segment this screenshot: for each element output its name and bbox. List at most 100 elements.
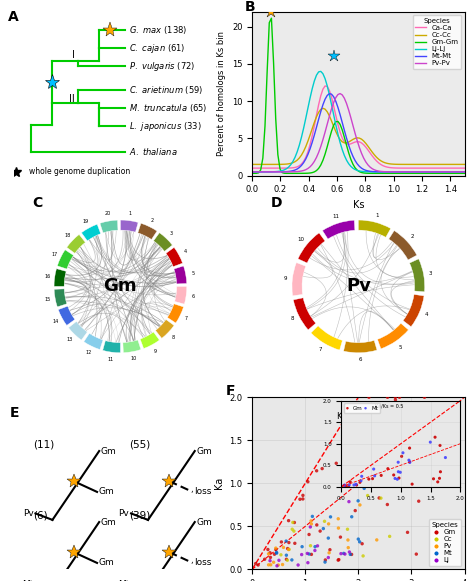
Gm xyxy=(291,539,299,548)
Text: 13: 13 xyxy=(66,337,73,342)
X-axis label: Ks: Ks xyxy=(353,200,364,210)
Wedge shape xyxy=(174,286,187,304)
Gm xyxy=(264,545,272,554)
Lj xyxy=(314,541,321,551)
Text: 18: 18 xyxy=(64,233,71,238)
Gm xyxy=(285,516,292,525)
Gm xyxy=(368,449,376,458)
Mt xyxy=(321,557,329,566)
Pv xyxy=(280,543,287,552)
Gm xyxy=(392,395,399,404)
Gm xyxy=(392,455,399,464)
Wedge shape xyxy=(174,266,187,284)
Lj xyxy=(337,549,345,558)
Gm xyxy=(375,493,383,503)
Text: 9: 9 xyxy=(283,275,287,281)
Cc xyxy=(377,493,385,503)
Lj xyxy=(304,558,312,567)
Mt xyxy=(283,551,290,560)
Gm xyxy=(415,497,422,506)
Mt xyxy=(305,550,313,559)
Mt xyxy=(283,536,290,546)
Pv xyxy=(285,545,292,554)
Gm xyxy=(272,545,280,554)
Lj xyxy=(341,550,349,559)
Text: 10: 10 xyxy=(130,356,137,361)
Cc xyxy=(285,545,293,554)
Gm xyxy=(396,393,403,402)
Gm xyxy=(266,548,274,557)
Text: Gm: Gm xyxy=(104,277,137,295)
Text: 14: 14 xyxy=(53,319,59,324)
Text: 2: 2 xyxy=(151,218,154,223)
Gm xyxy=(267,553,274,562)
Gm xyxy=(346,402,354,411)
Cc xyxy=(359,551,367,561)
Gm xyxy=(348,550,356,559)
Gm xyxy=(351,423,359,432)
Gm xyxy=(375,445,383,454)
Wedge shape xyxy=(410,259,425,292)
Gm xyxy=(304,477,311,486)
Cc xyxy=(393,459,401,468)
Text: $\it{G.\ max}$ (138): $\it{G.\ max}$ (138) xyxy=(129,24,187,36)
Pv xyxy=(274,560,282,569)
Text: 1: 1 xyxy=(375,213,379,218)
Mt xyxy=(325,533,332,543)
Mt xyxy=(273,548,280,557)
Mt xyxy=(273,548,281,558)
Lj xyxy=(311,546,319,555)
Gm xyxy=(296,494,304,504)
Mt xyxy=(311,542,319,551)
Wedge shape xyxy=(68,321,87,340)
Gm xyxy=(400,482,408,491)
Gm xyxy=(384,393,392,402)
Text: (6): (6) xyxy=(33,511,48,521)
Text: Gm: Gm xyxy=(196,447,212,456)
Mt xyxy=(319,524,327,533)
Wedge shape xyxy=(154,233,173,252)
Wedge shape xyxy=(298,233,325,263)
Lj xyxy=(345,497,353,506)
Cc xyxy=(289,518,297,527)
Wedge shape xyxy=(389,231,417,260)
Wedge shape xyxy=(100,220,118,233)
Text: 11: 11 xyxy=(108,357,114,362)
Wedge shape xyxy=(57,250,73,269)
Mt xyxy=(355,535,362,544)
Cc xyxy=(386,532,393,541)
Cc xyxy=(388,427,396,436)
Lj xyxy=(303,549,311,558)
Text: Mt: Mt xyxy=(118,580,129,581)
Gm xyxy=(365,410,372,419)
Cc xyxy=(288,525,296,534)
Wedge shape xyxy=(58,306,75,325)
Cc xyxy=(283,555,291,565)
Text: B: B xyxy=(245,1,255,15)
Mt xyxy=(309,512,316,521)
Pv xyxy=(267,560,274,569)
Text: $\it{C.\ cajan}$ (61): $\it{C.\ cajan}$ (61) xyxy=(129,42,185,55)
Gm xyxy=(363,421,370,430)
Gm xyxy=(321,555,329,565)
Wedge shape xyxy=(293,298,316,330)
Mt xyxy=(348,512,356,521)
Wedge shape xyxy=(84,333,103,350)
Cc xyxy=(290,526,298,536)
Text: Gm: Gm xyxy=(101,518,117,526)
Pv xyxy=(356,500,364,510)
Text: 6: 6 xyxy=(192,294,195,299)
Text: 12: 12 xyxy=(85,350,91,355)
Mt xyxy=(298,542,306,551)
Pv xyxy=(335,514,342,523)
Text: loss: loss xyxy=(194,487,212,496)
Wedge shape xyxy=(322,220,355,239)
Gm xyxy=(412,550,420,559)
Gm xyxy=(420,440,428,449)
Gm xyxy=(283,555,290,564)
Text: 16: 16 xyxy=(45,274,51,279)
Gm xyxy=(305,530,313,539)
Gm xyxy=(360,415,368,425)
Wedge shape xyxy=(358,220,391,237)
Text: $\it{C.\ arietinum}$ (59): $\it{C.\ arietinum}$ (59) xyxy=(129,84,203,96)
